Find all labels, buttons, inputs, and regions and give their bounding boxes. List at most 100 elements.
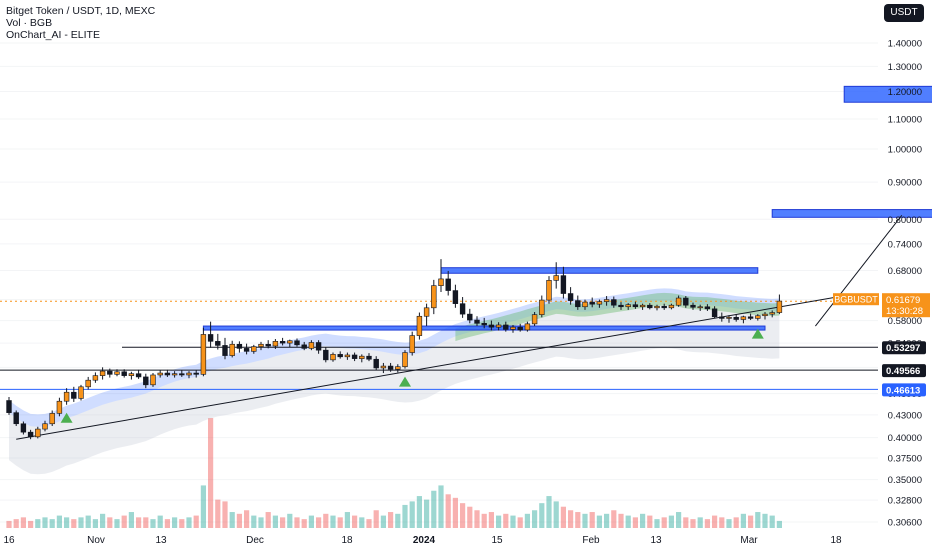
candle-body (517, 326, 523, 331)
candle (539, 295, 545, 318)
candle-body (726, 317, 732, 319)
x-tick-label: Dec (246, 535, 264, 546)
candle-body (495, 324, 502, 328)
volume-bar (143, 517, 149, 528)
volume-bar (20, 517, 26, 528)
candle (409, 331, 415, 356)
candle-body (85, 379, 91, 388)
candle (474, 316, 480, 327)
candle-body (531, 314, 538, 325)
signals (60, 328, 764, 423)
candle-body (769, 312, 775, 315)
candle (560, 266, 567, 299)
candle (279, 337, 286, 346)
legend-volume[interactable]: Vol · BGB (6, 17, 53, 29)
volume-bar (64, 517, 70, 528)
volume-bar (697, 517, 703, 528)
legend-indicator[interactable]: OnChart_AI - ELITE (6, 29, 100, 41)
candle (35, 426, 41, 439)
trendline[interactable] (815, 215, 903, 327)
candles (6, 259, 783, 440)
trendline[interactable] (16, 294, 852, 440)
candle (495, 322, 502, 331)
symbol-tag (833, 293, 879, 306)
volume-bar (222, 501, 228, 528)
volume-bar (244, 510, 250, 528)
candle (13, 410, 19, 427)
candle-body (467, 313, 473, 321)
candle (387, 362, 394, 372)
candle (402, 350, 408, 369)
candle (503, 321, 509, 332)
candle (416, 312, 423, 340)
candle (510, 324, 516, 333)
candle-body (265, 343, 271, 347)
candle (71, 386, 77, 402)
trendlines[interactable] (16, 215, 903, 440)
candle-body (747, 316, 754, 319)
price-level-tag (882, 364, 926, 378)
candle (207, 321, 214, 348)
x-tick-label: Nov (87, 535, 105, 546)
legend-title[interactable]: Bitget Token / USDT, 1D, MEXC (6, 5, 156, 17)
buy-signal-icon (399, 376, 411, 387)
candle (222, 337, 228, 360)
candle (618, 302, 624, 310)
candle-body (409, 335, 415, 353)
volume-bar (280, 517, 286, 528)
volume-bar (265, 512, 271, 528)
x-axis[interactable]: 16 Nov 13 Dec 18 2024 15 Feb 13 Mar 18 (3, 535, 842, 546)
volume-bar (539, 503, 545, 528)
candle (726, 315, 732, 323)
volume-bar (200, 485, 206, 528)
candle (380, 362, 387, 374)
volume-bar (589, 512, 595, 528)
zone-rect[interactable] (771, 209, 932, 218)
candle-body (373, 358, 379, 369)
candle-body (395, 366, 401, 370)
candle-body (510, 326, 516, 330)
volume-bar (28, 520, 34, 528)
candle (229, 340, 235, 358)
volume-bar (287, 513, 293, 528)
candle-body (438, 278, 444, 286)
currency-button[interactable]: USDT (884, 4, 924, 22)
volume-bar (438, 485, 444, 528)
volume-bar (762, 513, 768, 528)
candle (344, 352, 351, 360)
candle (143, 373, 149, 389)
zone-rect[interactable] (440, 267, 759, 274)
candle (351, 352, 358, 362)
x-tick-label: Feb (582, 535, 600, 546)
volume-bar (467, 506, 473, 528)
candle (625, 303, 631, 310)
x-tick-label: 16 (3, 535, 15, 546)
volume-bar (258, 517, 264, 528)
candle (128, 371, 135, 380)
candle-body (258, 343, 264, 347)
volume-bar (56, 515, 62, 528)
volume-bar (604, 513, 610, 528)
candle (373, 356, 379, 371)
candle-body (128, 373, 135, 376)
y-tick-label: 0.43000 (888, 410, 922, 421)
volume-bar (690, 519, 696, 528)
volume-bar (647, 515, 653, 528)
candle (704, 304, 711, 311)
zone-rect[interactable] (843, 85, 932, 103)
y-tick-label: 0.35000 (888, 475, 922, 486)
volume-bar (388, 512, 394, 528)
zones[interactable] (202, 85, 932, 331)
y-axis[interactable]: 1.40000 1.30000 1.20000 1.10000 1.00000 0.900… (888, 39, 922, 529)
volume-bar (373, 510, 379, 528)
grid (0, 42, 878, 523)
volume-bar (575, 512, 581, 528)
candle-body (661, 305, 667, 309)
candle (78, 384, 84, 401)
volume-bar (733, 517, 739, 528)
symbol-tag-text: BGBUSDT (834, 295, 878, 305)
candle-body (222, 345, 228, 356)
candle (445, 270, 451, 296)
volume-bar (517, 517, 523, 528)
